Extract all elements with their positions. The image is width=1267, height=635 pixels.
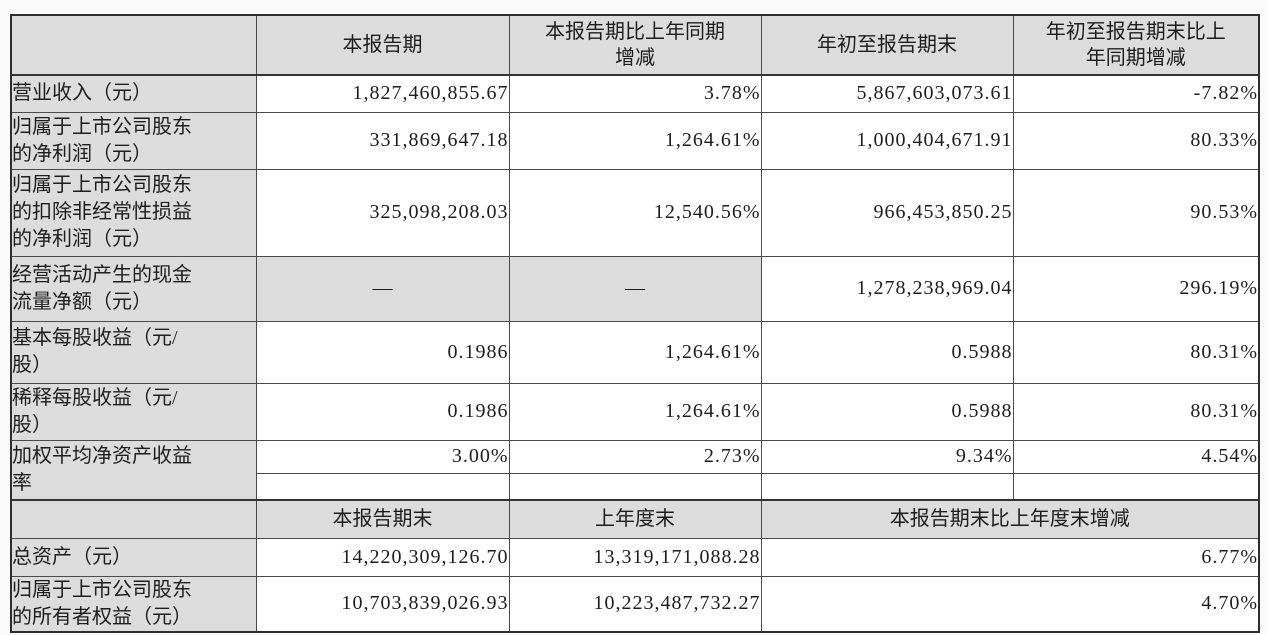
- cell-ytd-yoy: 80.33%: [1012, 111, 1260, 170]
- cell-ytd: 0.5988: [760, 320, 1014, 384]
- header-cell-end-of-last-year: 上年度末: [508, 499, 762, 539]
- header-cell-ytd-yoy: 年初至报告期末比上 年同期增减: [1012, 14, 1260, 76]
- cell-change: 4.70%: [760, 575, 1260, 632]
- row-total-assets: 总资产（元） 14,220,309,126.70 13,319,171,088.…: [10, 537, 1260, 577]
- cell-ytd: 1,000,404,671.91: [760, 111, 1014, 170]
- cell-ytd-yoy: 80.31%: [1012, 320, 1260, 384]
- cell-empty: [508, 472, 762, 501]
- header-cell-change-vs-last-year-end: 本报告期末比上年度末增减: [760, 499, 1260, 539]
- row-basic-eps: 基本每股收益（元/ 股） 0.1986 1,264.61% 0.5988 80.…: [10, 320, 1260, 384]
- cell-ytd-yoy: 80.31%: [1012, 382, 1260, 441]
- cell-current-yoy: 2.73%: [508, 439, 762, 474]
- cell-end-of-period: 10,703,839,026.93: [255, 575, 510, 632]
- cell-current-yoy: 1,264.61%: [508, 382, 762, 441]
- cell-ytd: 966,453,850.25: [760, 168, 1014, 257]
- row-operating-cash-flow: 经营活动产生的现金 流量净额（元） — — 1,278,238,969.04 2…: [10, 255, 1260, 322]
- cell-current: 325,098,208.03: [255, 168, 510, 257]
- row-equity-attributable: 归属于上市公司股东 的所有者权益（元） 10,703,839,026.93 10…: [10, 575, 1260, 632]
- cell-ytd: 0.5988: [760, 382, 1014, 441]
- cell-current-yoy: 1,264.61%: [508, 320, 762, 384]
- header-row-period-end: 本报告期末 上年度末 本报告期末比上年度末增减: [10, 499, 1260, 539]
- cell-current: 331,869,647.18: [255, 111, 510, 170]
- cell-current: 1,827,460,855.67: [255, 74, 510, 113]
- header-cell-end-of-period: 本报告期末: [255, 499, 510, 539]
- financial-summary-table: 本报告期 本报告期比上年同期 增减 年初至报告期末 年初至报告期末比上 年同期增…: [10, 14, 1260, 633]
- cell-end-of-last-year: 13,319,171,088.28: [508, 537, 762, 577]
- row-label: 总资产（元）: [10, 537, 257, 577]
- row-label: 加权平均净资产收益 率: [10, 439, 257, 501]
- cell-ytd: 9.34%: [760, 439, 1014, 474]
- row-net-profit-attributable: 归属于上市公司股东 的净利润（元） 331,869,647.18 1,264.6…: [10, 111, 1260, 170]
- row-weighted-avg-roe: 加权平均净资产收益 率 3.00% 2.73% 9.34% 4.54%: [10, 439, 1260, 501]
- header-cell-current-period: 本报告期: [255, 14, 510, 76]
- row-label: 归属于上市公司股东 的净利润（元）: [10, 111, 257, 170]
- cell-current-dash: —: [255, 255, 510, 322]
- row-diluted-eps: 稀释每股收益（元/ 股） 0.1986 1,264.61% 0.5988 80.…: [10, 382, 1260, 441]
- cell-end-of-period: 14,220,309,126.70: [255, 537, 510, 577]
- cell-current: 0.1986: [255, 382, 510, 441]
- row-net-profit-excl-nonrecurring: 归属于上市公司股东 的扣除非经常性损益 的净利润（元） 325,098,208.…: [10, 168, 1260, 257]
- row-operating-revenue: 营业收入（元） 1,827,460,855.67 3.78% 5,867,603…: [10, 74, 1260, 113]
- cell-current-yoy: 1,264.61%: [508, 111, 762, 170]
- cell-current-yoy-dash: —: [508, 255, 762, 322]
- cell-empty: [760, 472, 1014, 501]
- row-label: 稀释每股收益（元/ 股）: [10, 382, 257, 441]
- header-cell-blank: [10, 14, 257, 76]
- cell-ytd-yoy: 4.54%: [1012, 439, 1260, 474]
- cell-ytd-yoy: 296.19%: [1012, 255, 1260, 322]
- cell-empty: [1012, 472, 1260, 501]
- cell-current-yoy: 12,540.56%: [508, 168, 762, 257]
- header-cell-current-period-yoy: 本报告期比上年同期 增减: [508, 14, 762, 76]
- cell-end-of-last-year: 10,223,487,732.27: [508, 575, 762, 632]
- cell-current: 3.00%: [255, 439, 510, 474]
- row-label: 经营活动产生的现金 流量净额（元）: [10, 255, 257, 322]
- cell-empty: [255, 472, 510, 501]
- cell-ytd: 1,278,238,969.04: [760, 255, 1014, 322]
- row-label: 归属于上市公司股东 的所有者权益（元）: [10, 575, 257, 632]
- header-cell-ytd: 年初至报告期末: [760, 14, 1014, 76]
- header-row-period: 本报告期 本报告期比上年同期 增减 年初至报告期末 年初至报告期末比上 年同期增…: [10, 14, 1260, 76]
- cell-current-yoy: 3.78%: [508, 74, 762, 113]
- row-label: 基本每股收益（元/ 股）: [10, 320, 257, 384]
- header-cell-blank: [10, 499, 257, 539]
- row-label: 归属于上市公司股东 的扣除非经常性损益 的净利润（元）: [10, 168, 257, 257]
- row-label: 营业收入（元）: [10, 74, 257, 113]
- cell-change: 6.77%: [760, 537, 1260, 577]
- cell-ytd-yoy: -7.82%: [1012, 74, 1260, 113]
- cell-current: 0.1986: [255, 320, 510, 384]
- cell-ytd: 5,867,603,073.61: [760, 74, 1014, 113]
- cell-ytd-yoy: 90.53%: [1012, 168, 1260, 257]
